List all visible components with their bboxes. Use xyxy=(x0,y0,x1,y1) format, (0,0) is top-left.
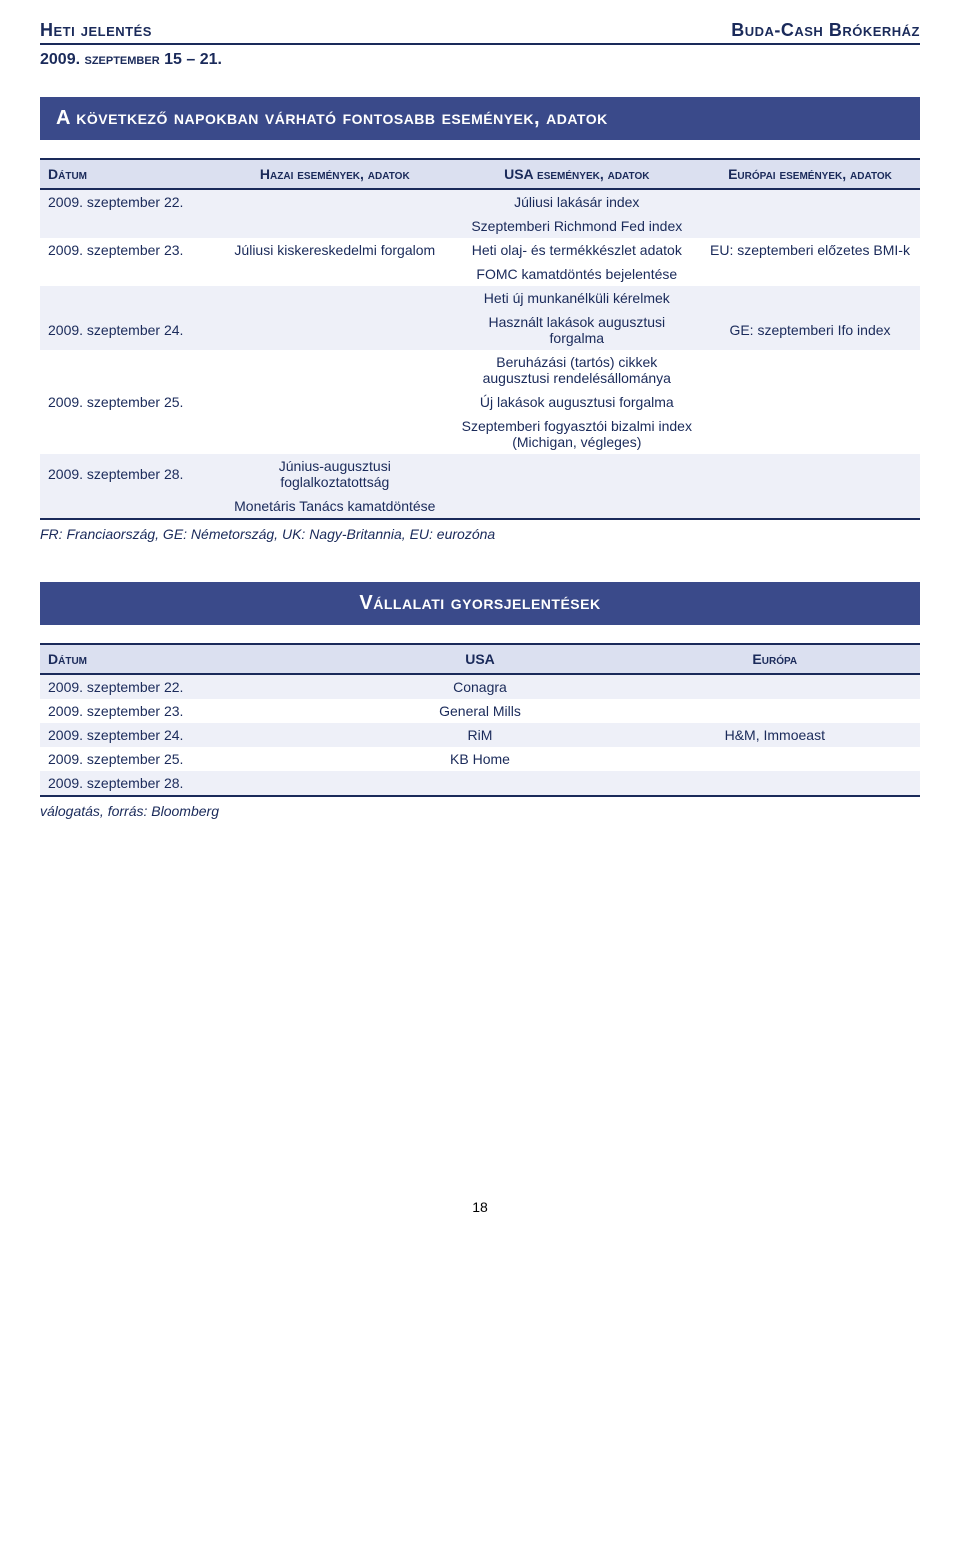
cell-hazai xyxy=(216,262,454,286)
cell-hazai: Június-augusztusi foglalkoztatottság xyxy=(216,454,454,494)
cell-usa: FOMC kamatdöntés bejelentése xyxy=(454,262,700,286)
events-bottom-rule xyxy=(40,518,920,520)
table-row: 2009. szeptember 24.RiMH&M, Immoeast xyxy=(40,723,920,747)
cell-usa: Heti olaj- és termékkészlet adatok xyxy=(454,238,700,262)
col2-date: Dátum xyxy=(40,644,330,674)
cell-europa xyxy=(700,262,920,286)
cell-date: 2009. szeptember 22. xyxy=(40,674,330,699)
cell-date: 2009. szeptember 25. xyxy=(40,747,330,771)
table-row: Monetáris Tanács kamatdöntése xyxy=(40,494,920,518)
cell-hazai: Júliusi kiskereskedelmi forgalom xyxy=(216,238,454,262)
table-row: 2009. szeptember 23.Júliusi kiskereskede… xyxy=(40,238,920,262)
cell-europa xyxy=(700,494,920,518)
cell-date xyxy=(40,214,216,238)
section1-banner: A következő napokban várható fontosabb e… xyxy=(40,97,920,140)
cell-usa xyxy=(454,454,700,494)
cell-usa: Használt lakások augusztusi forgalma xyxy=(454,310,700,350)
cell-usa: Új lakások augusztusi forgalma xyxy=(454,390,700,414)
col-date: Dátum xyxy=(40,159,216,189)
page-header: Heti jelentés Buda-Cash Brókerház xyxy=(40,20,920,41)
cell-europa: GE: szeptemberi Ifo index xyxy=(700,310,920,350)
cell-usa: General Mills xyxy=(330,699,629,723)
cell-usa: Szeptemberi fogyasztói bizalmi index (Mi… xyxy=(454,414,700,454)
table-row: 2009. szeptember 25. Új lakások augusztus… xyxy=(40,390,920,414)
cell-hazai xyxy=(216,350,454,390)
cell-date xyxy=(40,286,216,310)
cell-hazai xyxy=(216,414,454,454)
cell-date: 2009. szeptember 25. xyxy=(40,390,216,414)
cell-hazai xyxy=(216,189,454,214)
cell-europa: H&M, Immoeast xyxy=(630,723,920,747)
cell-europa xyxy=(630,747,920,771)
cell-europa xyxy=(630,674,920,699)
cell-date: 2009. szeptember 28. xyxy=(40,771,330,795)
cell-europa xyxy=(700,189,920,214)
cell-europa: EU: szeptemberi előzetes BMI-k xyxy=(700,238,920,262)
cell-usa: Júliusi lakásár index xyxy=(454,189,700,214)
section2-banner: Vállalati gyorsjelentések xyxy=(40,582,920,625)
cell-usa: Beruházási (tartós) cikkek augusztusi re… xyxy=(454,350,700,390)
col2-usa: USA xyxy=(330,644,629,674)
table-row: 2009. szeptember 22.Conagra xyxy=(40,674,920,699)
cell-date xyxy=(40,350,216,390)
col-hazai: Hazai események, adatok xyxy=(216,159,454,189)
cell-usa xyxy=(330,771,629,795)
cell-hazai: Monetáris Tanács kamatdöntése xyxy=(216,494,454,518)
cell-usa: Conagra xyxy=(330,674,629,699)
header-right: Buda-Cash Brókerház xyxy=(731,20,920,41)
table-row: 2009. szeptember 22. Júliusi lakásár inde… xyxy=(40,189,920,214)
table-row: Szeptemberi fogyasztói bizalmi index (Mi… xyxy=(40,414,920,454)
cell-date: 2009. szeptember 28. xyxy=(40,454,216,494)
cell-europa xyxy=(700,286,920,310)
page-number: 18 xyxy=(40,1199,920,1215)
events-table: Dátum Hazai események, adatok USA esemén… xyxy=(40,158,920,518)
table-row: 2009. szeptember 28.Június-augusztusi fo… xyxy=(40,454,920,494)
col-usa: USA események, adatok xyxy=(454,159,700,189)
cell-hazai xyxy=(216,214,454,238)
events-header-row: Dátum Hazai események, adatok USA esemén… xyxy=(40,159,920,189)
date-range: 2009. szeptember 15 – 21. xyxy=(40,51,920,69)
reports-header-row: Dátum USA Európa xyxy=(40,644,920,674)
cell-europa xyxy=(700,350,920,390)
table-row: 2009. szeptember 28. xyxy=(40,771,920,795)
cell-europa xyxy=(700,390,920,414)
table-row: 2009. szeptember 24. Használt lakások aug… xyxy=(40,310,920,350)
cell-europa xyxy=(700,214,920,238)
header-rule xyxy=(40,43,920,45)
cell-date: 2009. szeptember 22. xyxy=(40,189,216,214)
cell-usa: KB Home xyxy=(330,747,629,771)
table-row: FOMC kamatdöntés bejelentése xyxy=(40,262,920,286)
cell-usa: Heti új munkanélküli kérelmek xyxy=(454,286,700,310)
reports-bottom-rule xyxy=(40,795,920,797)
reports-footnote: válogatás, forrás: Bloomberg xyxy=(40,803,920,819)
events-footnote: FR: Franciaország, GE: Németország, UK: … xyxy=(40,526,920,542)
reports-table: Dátum USA Európa 2009. szeptember 22.Con… xyxy=(40,643,920,795)
col-europa: Európai események, adatok xyxy=(700,159,920,189)
cell-hazai xyxy=(216,310,454,350)
table-row: 2009. szeptember 23.General Mills xyxy=(40,699,920,723)
cell-date xyxy=(40,414,216,454)
table-row: 2009. szeptember 25.KB Home xyxy=(40,747,920,771)
cell-date: 2009. szeptember 23. xyxy=(40,699,330,723)
cell-usa: RiM xyxy=(330,723,629,747)
table-row: Heti új munkanélküli kérelmek xyxy=(40,286,920,310)
cell-hazai xyxy=(216,286,454,310)
cell-date xyxy=(40,262,216,286)
cell-europa xyxy=(700,414,920,454)
header-left: Heti jelentés xyxy=(40,20,152,41)
cell-europa xyxy=(700,454,920,494)
cell-hazai xyxy=(216,390,454,414)
cell-europa xyxy=(630,699,920,723)
cell-date: 2009. szeptember 24. xyxy=(40,310,216,350)
table-row: Beruházási (tartós) cikkek augusztusi re… xyxy=(40,350,920,390)
cell-date: 2009. szeptember 23. xyxy=(40,238,216,262)
cell-usa: Szeptemberi Richmond Fed index xyxy=(454,214,700,238)
cell-date: 2009. szeptember 24. xyxy=(40,723,330,747)
cell-date xyxy=(40,494,216,518)
col2-europa: Európa xyxy=(630,644,920,674)
cell-europa xyxy=(630,771,920,795)
table-row: Szeptemberi Richmond Fed index xyxy=(40,214,920,238)
cell-usa xyxy=(454,494,700,518)
